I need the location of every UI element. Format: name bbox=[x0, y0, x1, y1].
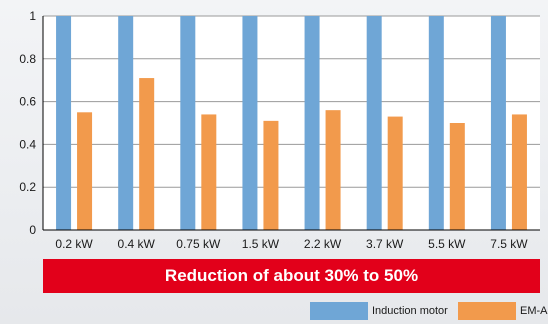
x-tick-label: 0.75 kW bbox=[176, 237, 221, 250]
legend-swatch-em-a bbox=[458, 302, 516, 320]
reduction-banner: Reduction of about 30% to 50% bbox=[43, 259, 540, 293]
y-tick-label: 0.6 bbox=[19, 95, 36, 109]
bar-em-a bbox=[511, 114, 527, 230]
bar-em-a bbox=[263, 120, 279, 230]
bar-induction-motor bbox=[366, 16, 382, 230]
x-tick-label: 0.4 kW bbox=[118, 237, 156, 250]
y-tick-label: 0.8 bbox=[19, 52, 36, 66]
bar-em-a bbox=[325, 110, 341, 230]
y-tick-label: 0.2 bbox=[19, 180, 36, 194]
axes bbox=[42, 16, 540, 231]
bar-em-a bbox=[77, 112, 93, 230]
x-tick-label: 0.2 kW bbox=[55, 237, 93, 250]
bars bbox=[56, 16, 527, 230]
bar-em-a bbox=[201, 114, 217, 230]
bar-induction-motor bbox=[490, 16, 506, 230]
bar-em-a bbox=[387, 116, 403, 230]
bar-chart: 0 0.2 0.4 0.6 0.8 1 0.2 kW 0.4 kW 0.75 kW 1.5 kW… bbox=[19, 9, 540, 250]
legend-label-em-a: EM-A bbox=[520, 305, 548, 317]
y-tick-label: 0 bbox=[29, 223, 36, 237]
x-tick-label: 5.5 kW bbox=[428, 237, 466, 250]
legend: Induction motor EM-A bbox=[300, 302, 548, 320]
plot-background bbox=[43, 16, 540, 230]
y-tick-label: 0.4 bbox=[19, 137, 36, 151]
bar-em-a bbox=[449, 123, 465, 230]
y-tick-label: 1 bbox=[29, 9, 36, 23]
bar-induction-motor bbox=[304, 16, 320, 230]
bar-em-a bbox=[139, 78, 155, 230]
bar-induction-motor bbox=[242, 16, 258, 230]
bar-induction-motor bbox=[118, 16, 134, 230]
bar-induction-motor bbox=[180, 16, 196, 230]
y-tick-labels: 0 0.2 0.4 0.6 0.8 1 bbox=[19, 9, 36, 237]
x-tick-label: 3.7 kW bbox=[366, 237, 404, 250]
legend-swatch-induction-motor bbox=[310, 302, 368, 320]
legend-label-induction-motor: Induction motor bbox=[372, 305, 448, 317]
x-tick-label: 7.5 kW bbox=[490, 237, 528, 250]
bar-induction-motor bbox=[428, 16, 444, 230]
x-tick-label: 2.2 kW bbox=[304, 237, 342, 250]
bar-induction-motor bbox=[56, 16, 72, 230]
x-tick-label: 1.5 kW bbox=[242, 237, 280, 250]
x-tick-labels: 0.2 kW 0.4 kW 0.75 kW 1.5 kW 2.2 kW 3.7 kW 5.5… bbox=[55, 237, 528, 250]
